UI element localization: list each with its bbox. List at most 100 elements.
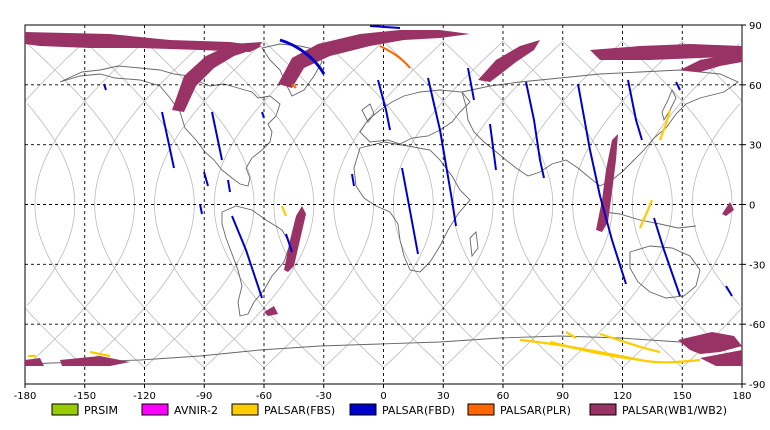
wb-swath [284,206,306,272]
legend-label: PRSIM [84,404,118,417]
fbd-swath [161,111,175,169]
palsar-plr-swaths [291,45,411,89]
legend-swatch [349,403,377,416]
map-frame [24,24,743,385]
fbd-swath [653,217,681,297]
x-tick-label: 150 [673,391,692,402]
x-tick-label: 180 [732,391,751,402]
europe-coast [359,89,471,145]
fbs-swath [565,331,577,339]
fbd-swath [261,111,265,119]
y-axis-ticks: 90 60 30 0 -30 -60 -90 [742,21,765,391]
x-tick-label: 120 [613,391,632,402]
orbit-track [154,40,265,369]
fbd-swath [467,67,475,101]
wb-swath [278,30,470,88]
wb-swath [264,306,278,316]
fbs-swath [280,205,288,217]
wb-swath [678,332,742,354]
x-tick-label: 90 [556,391,569,402]
indonesia-coast [603,211,697,229]
x-axis-ticks: -180 -150 -120 -90 -60 -30 0 30 60 90 120 150 180 [14,384,752,402]
palsar-wb-swaths [25,30,742,366]
orbit-tracks [25,40,742,369]
x-tick-label: -30 [316,391,332,402]
fbd-swath [577,83,627,285]
orbit-track [28,41,742,365]
wb-swath [478,40,540,82]
africa-coast [353,141,471,273]
plr-swath [291,83,297,89]
south-america-coast [221,205,291,317]
y-tick-label: 90 [749,21,762,32]
fbd-swath [103,83,107,91]
fbd-swath [279,38,326,75]
fbd-swath [369,25,401,29]
y-tick-label: 0 [749,201,755,212]
y-tick-label: 30 [749,141,762,152]
legend-label: PALSAR(FBS) [264,404,335,417]
wb-swath [590,44,742,60]
madagascar-coast [469,231,479,258]
fbs-swath [549,340,641,362]
fbd-swath [427,77,457,227]
wb-swath [25,32,262,52]
y-tick-label: -30 [749,260,765,271]
fbd-swath [725,285,733,297]
fbd-swath [227,179,231,193]
orbit-track [34,40,146,369]
wb-swath [680,52,742,72]
fbd-swath [377,79,391,131]
fbd-swath [351,173,355,187]
orbit-track [94,40,205,369]
fbs-swath [638,199,654,229]
x-tick-label: -120 [133,391,156,402]
legend-label: PALSAR(WB1/WB2) [622,404,727,417]
x-tick-label: -60 [256,391,272,402]
orbit-track [25,41,739,365]
legend: PRSIM AVNIR-2 PALSAR(FBS) PALSAR(FBD) PALSAR… [51,403,727,417]
x-tick-label: -90 [196,391,212,402]
x-tick-label: 30 [437,391,450,402]
x-tick-label: 60 [497,391,510,402]
fbd-swath [203,171,209,187]
australia-coast [629,245,701,299]
fbd-swath [627,79,643,141]
wb-swath [25,358,44,366]
wb-swath [172,42,262,112]
orbit-track [442,40,554,369]
x-tick-label: -180 [14,391,37,402]
fbd-swath [489,123,497,171]
orbit-track [621,40,733,369]
fbd-swath [199,203,203,215]
fbd-swath [231,215,263,299]
wb-swath [596,134,618,232]
y-tick-label: -90 [749,380,765,391]
fbd-swath [211,111,223,161]
y-tick-label: 60 [749,81,762,92]
plr-swath [379,45,411,69]
british-isles-coast [361,103,375,123]
legend-label: PALSAR(FBD) [382,404,455,417]
wb-swath [722,202,734,216]
asia-coast [461,69,739,187]
orbit-track [502,40,613,369]
orbit-track [562,40,673,369]
legend-swatch [467,403,495,416]
fbd-swath [401,167,419,255]
palsar-fbd-swaths [103,25,733,299]
wb-swath [60,356,130,366]
legend-label: AVNIR-2 [174,404,218,417]
y-tick-label: -60 [749,320,765,331]
palsar-fbs-swaths [28,109,701,364]
legend-swatch [589,403,617,416]
legend-label: PALSAR(PLR) [500,404,571,417]
x-tick-label: 0 [380,391,386,402]
wb-swath [700,350,742,366]
legend-swatch [141,403,169,416]
fbs-swath [658,109,672,141]
lat-lon-grid [25,25,742,384]
legend-swatch [51,403,79,416]
fbd-swath [525,81,545,179]
